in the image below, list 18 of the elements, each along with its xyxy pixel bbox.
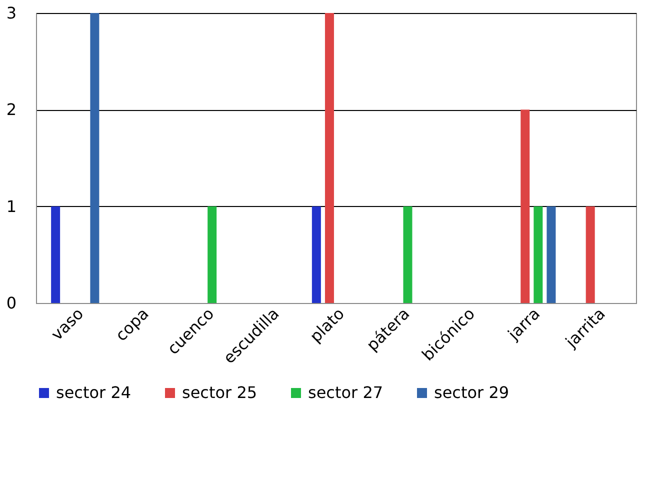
bar — [208, 206, 217, 303]
legend-label: sector 24 — [56, 383, 132, 402]
y-tick-label: 3 — [6, 4, 16, 22]
bar — [90, 13, 100, 303]
legend-label: sector 27 — [308, 383, 384, 402]
legend-label: sector 25 — [182, 383, 258, 402]
bar — [546, 206, 556, 303]
bar — [51, 206, 60, 303]
bar — [520, 110, 530, 303]
y-tick-label: 1 — [6, 196, 16, 216]
bar — [586, 206, 595, 303]
legend-label: sector 29 — [434, 383, 510, 402]
bar — [403, 206, 412, 303]
bar — [324, 13, 334, 303]
y-tick-label: 2 — [6, 100, 16, 120]
bar — [312, 206, 321, 303]
y-tick-label: 0 — [6, 294, 16, 312]
bar — [534, 206, 543, 303]
